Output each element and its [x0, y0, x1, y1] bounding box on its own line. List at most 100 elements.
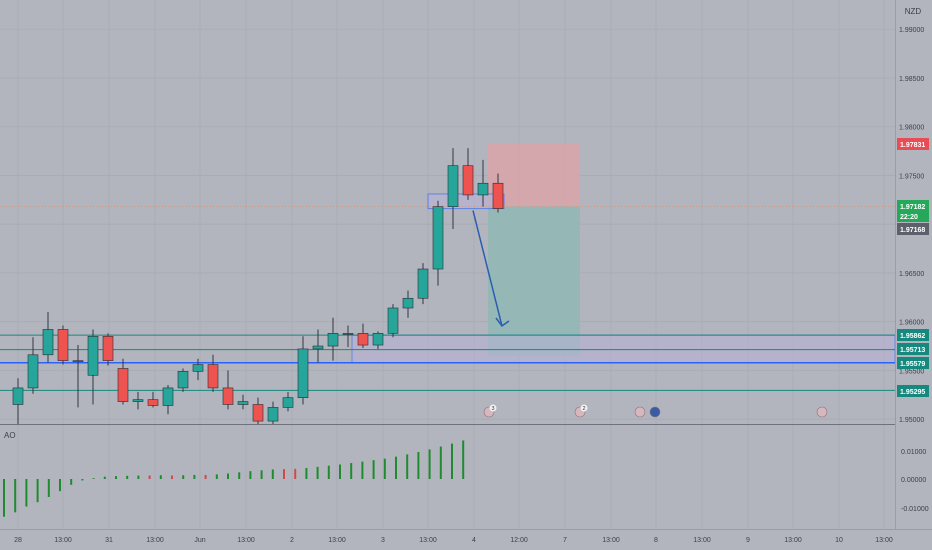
- candle[interactable]: [147, 391, 159, 408]
- candle-body: [162, 387, 174, 406]
- candle-body: [387, 307, 399, 334]
- economic-event-icon[interactable]: 2: [574, 404, 588, 418]
- candle[interactable]: [417, 263, 429, 305]
- demand-zone[interactable]: [351, 334, 896, 364]
- candlestick-series[interactable]: [12, 148, 504, 425]
- candle-body: [177, 371, 189, 389]
- candle-body: [357, 333, 369, 346]
- price-axis-label: 1.95713: [897, 343, 929, 355]
- candle[interactable]: [72, 345, 84, 408]
- candle[interactable]: [222, 370, 234, 410]
- price-axis-label: 1.95295: [897, 385, 929, 397]
- event-badge: [489, 404, 497, 412]
- candle[interactable]: [432, 200, 444, 286]
- candle[interactable]: [207, 354, 219, 392]
- time-tick-label: 13:00: [875, 537, 893, 544]
- candle-body: [342, 333, 354, 335]
- time-axis[interactable]: 28 13:00 31 13:00 Jun 13:00 2 13:00 3 13:00 4 12:00…: [14, 537, 893, 544]
- drawings-layer[interactable]: [0, 143, 896, 391]
- candle[interactable]: [27, 337, 39, 394]
- price-label-background: [897, 223, 929, 235]
- candle-body: [327, 333, 339, 347]
- candle[interactable]: [42, 311, 54, 363]
- price-tick-label: 1.97500: [899, 173, 924, 180]
- price-label-background: [897, 357, 929, 369]
- price-tick-label: 1.99000: [899, 27, 924, 34]
- candle[interactable]: [477, 159, 489, 207]
- candle[interactable]: [162, 385, 174, 415]
- candle[interactable]: [372, 331, 384, 349]
- time-tick-label: 28: [14, 537, 22, 544]
- candle[interactable]: [447, 148, 459, 230]
- trend-arrow[interactable]: [472, 210, 503, 327]
- candle[interactable]: [282, 391, 294, 412]
- price-axis-label: 22:20: [897, 210, 929, 222]
- time-tick-label: 7: [563, 537, 567, 544]
- candle-body: [207, 364, 219, 389]
- candle[interactable]: [252, 397, 264, 424]
- time-tick-label: 9: [746, 537, 750, 544]
- candle[interactable]: [297, 336, 309, 405]
- economic-event-icon[interactable]: 3: [483, 404, 497, 418]
- candle-body: [402, 297, 414, 309]
- event-flag: [816, 406, 828, 418]
- candle[interactable]: [87, 329, 99, 405]
- candle[interactable]: [342, 325, 354, 347]
- candle-body: [492, 182, 504, 209]
- candle-body: [417, 268, 429, 299]
- candle-body: [462, 165, 474, 196]
- candle[interactable]: [357, 323, 369, 348]
- candle-body: [252, 404, 264, 422]
- candle-body: [72, 360, 84, 362]
- economic-event-icon[interactable]: [816, 406, 828, 418]
- annotations-layer[interactable]: [472, 210, 510, 328]
- time-tick-label: 13:00: [328, 537, 346, 544]
- price-label-text: 1.95862: [900, 333, 925, 340]
- candle[interactable]: [12, 378, 24, 424]
- candle[interactable]: [132, 391, 144, 410]
- price-axis-label: 1.97168: [897, 223, 929, 235]
- candle[interactable]: [237, 394, 249, 410]
- time-tick-label: 31: [105, 537, 113, 544]
- candle[interactable]: [102, 333, 114, 366]
- candle[interactable]: [462, 148, 474, 200]
- time-tick-label: 13:00: [237, 537, 255, 544]
- indicator-tick-label: 0.01000: [901, 449, 926, 456]
- price-label-text: 1.95713: [900, 347, 925, 354]
- price-label-text: 1.97182: [900, 204, 925, 211]
- price-axis[interactable]: 1.99000 1.98500 1.98000 1.97500 1.96500 1.960…: [897, 27, 929, 424]
- price-tick-label: 1.95000: [899, 417, 924, 424]
- time-tick-label: 13:00: [784, 537, 802, 544]
- candle-body: [312, 345, 324, 350]
- event-flag: [649, 406, 661, 418]
- candle-body: [132, 399, 144, 402]
- candle[interactable]: [267, 401, 279, 425]
- time-tick-label: 4: [472, 537, 476, 544]
- price-tick-label: 1.96500: [899, 271, 924, 278]
- time-tick-label: 3: [381, 537, 385, 544]
- event-flag: [634, 406, 646, 418]
- candle[interactable]: [192, 358, 204, 381]
- candle-body: [297, 348, 309, 398]
- grid: [0, 0, 895, 530]
- time-tick-label: 13:00: [693, 537, 711, 544]
- candle[interactable]: [492, 173, 504, 213]
- economic-event-icon[interactable]: [634, 406, 646, 418]
- candle-body: [87, 335, 99, 376]
- economic-event-icon[interactable]: [649, 406, 661, 418]
- candle-body: [117, 368, 129, 402]
- candle[interactable]: [117, 358, 129, 405]
- candle[interactable]: [177, 368, 189, 392]
- event-badge-count: 3: [491, 406, 494, 412]
- candle[interactable]: [327, 317, 339, 361]
- price-label-background: [897, 385, 929, 397]
- candle[interactable]: [57, 325, 69, 365]
- candle[interactable]: [312, 329, 324, 363]
- candle[interactable]: [402, 290, 414, 318]
- take-profit-zone[interactable]: [488, 206, 580, 356]
- candle[interactable]: [387, 304, 399, 338]
- price-label-text: 1.95295: [900, 389, 925, 396]
- indicator-name: AO: [4, 431, 16, 440]
